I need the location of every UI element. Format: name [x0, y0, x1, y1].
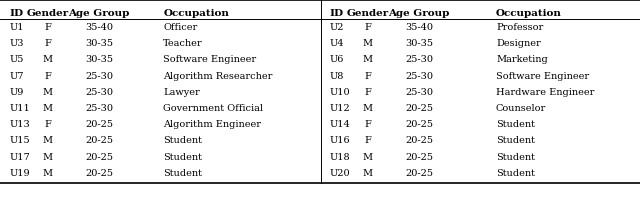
- Text: Age Group: Age Group: [68, 9, 130, 18]
- Text: Age Group: Age Group: [388, 9, 450, 18]
- Text: 30-35: 30-35: [85, 55, 113, 64]
- Text: Student: Student: [496, 169, 535, 178]
- Text: M: M: [43, 55, 53, 64]
- Text: U15: U15: [10, 136, 30, 146]
- Text: M: M: [363, 39, 373, 48]
- Text: U19: U19: [10, 169, 30, 178]
- Text: F: F: [45, 23, 51, 32]
- Text: F: F: [365, 136, 371, 146]
- Text: Software Engineer: Software Engineer: [496, 71, 589, 81]
- Text: Teacher: Teacher: [163, 39, 203, 48]
- Text: Officer: Officer: [163, 23, 198, 32]
- Text: M: M: [43, 169, 53, 178]
- Text: Designer: Designer: [496, 39, 541, 48]
- Text: U8: U8: [330, 71, 344, 81]
- Text: 20-25: 20-25: [85, 120, 113, 129]
- Text: U2: U2: [330, 23, 344, 32]
- Text: U4: U4: [330, 39, 344, 48]
- Text: U16: U16: [330, 136, 350, 146]
- Text: Student: Student: [496, 120, 535, 129]
- Text: Marketing: Marketing: [496, 55, 548, 64]
- Text: Student: Student: [163, 169, 202, 178]
- Text: M: M: [43, 153, 53, 162]
- Text: ID: ID: [10, 9, 24, 18]
- Text: U7: U7: [10, 71, 24, 81]
- Text: Gender: Gender: [347, 9, 389, 18]
- Text: Student: Student: [163, 153, 202, 162]
- Text: M: M: [363, 104, 373, 113]
- Text: 20-25: 20-25: [405, 136, 433, 146]
- Text: F: F: [45, 39, 51, 48]
- Text: F: F: [365, 23, 371, 32]
- Text: U12: U12: [330, 104, 350, 113]
- Text: Occupation: Occupation: [163, 9, 229, 18]
- Text: M: M: [43, 136, 53, 146]
- Text: U20: U20: [330, 169, 350, 178]
- Text: U14: U14: [330, 120, 350, 129]
- Text: Student: Student: [163, 136, 202, 146]
- Text: U10: U10: [330, 88, 350, 97]
- Text: M: M: [363, 153, 373, 162]
- Text: 25-30: 25-30: [85, 104, 113, 113]
- Text: U17: U17: [10, 153, 30, 162]
- Text: Student: Student: [496, 136, 535, 146]
- Text: 20-25: 20-25: [85, 169, 113, 178]
- Text: 25-30: 25-30: [405, 71, 433, 81]
- Text: Professor: Professor: [496, 23, 543, 32]
- Text: U13: U13: [10, 120, 30, 129]
- Text: 25-30: 25-30: [405, 55, 433, 64]
- Text: Government Official: Government Official: [163, 104, 263, 113]
- Text: Gender: Gender: [27, 9, 69, 18]
- Text: U5: U5: [10, 55, 24, 64]
- Text: M: M: [43, 88, 53, 97]
- Text: U18: U18: [330, 153, 350, 162]
- Text: F: F: [365, 88, 371, 97]
- Text: Hardware Engineer: Hardware Engineer: [496, 88, 595, 97]
- Text: Algorithm Researcher: Algorithm Researcher: [163, 71, 273, 81]
- Text: 30-35: 30-35: [405, 39, 433, 48]
- Text: Counselor: Counselor: [496, 104, 547, 113]
- Text: U3: U3: [10, 39, 24, 48]
- Text: Software Engineer: Software Engineer: [163, 55, 257, 64]
- Text: U9: U9: [10, 88, 24, 97]
- Text: 25-30: 25-30: [405, 88, 433, 97]
- Text: M: M: [363, 169, 373, 178]
- Text: M: M: [363, 55, 373, 64]
- Text: 35-40: 35-40: [405, 23, 433, 32]
- Text: 25-30: 25-30: [85, 71, 113, 81]
- Text: 20-25: 20-25: [85, 153, 113, 162]
- Text: Lawyer: Lawyer: [163, 88, 200, 97]
- Text: 20-25: 20-25: [405, 104, 433, 113]
- Text: 25-30: 25-30: [85, 88, 113, 97]
- Text: ID: ID: [330, 9, 344, 18]
- Text: Student: Student: [496, 153, 535, 162]
- Text: 20-25: 20-25: [405, 153, 433, 162]
- Text: Algorithm Engineer: Algorithm Engineer: [163, 120, 261, 129]
- Text: M: M: [43, 104, 53, 113]
- Text: 20-25: 20-25: [405, 169, 433, 178]
- Text: 30-35: 30-35: [85, 39, 113, 48]
- Text: F: F: [365, 120, 371, 129]
- Text: F: F: [365, 71, 371, 81]
- Text: U1: U1: [10, 23, 24, 32]
- Text: F: F: [45, 71, 51, 81]
- Text: 20-25: 20-25: [85, 136, 113, 146]
- Text: U6: U6: [330, 55, 344, 64]
- Text: Occupation: Occupation: [496, 9, 562, 18]
- Text: U11: U11: [10, 104, 30, 113]
- Text: 35-40: 35-40: [85, 23, 113, 32]
- Text: F: F: [45, 120, 51, 129]
- Text: 20-25: 20-25: [405, 120, 433, 129]
